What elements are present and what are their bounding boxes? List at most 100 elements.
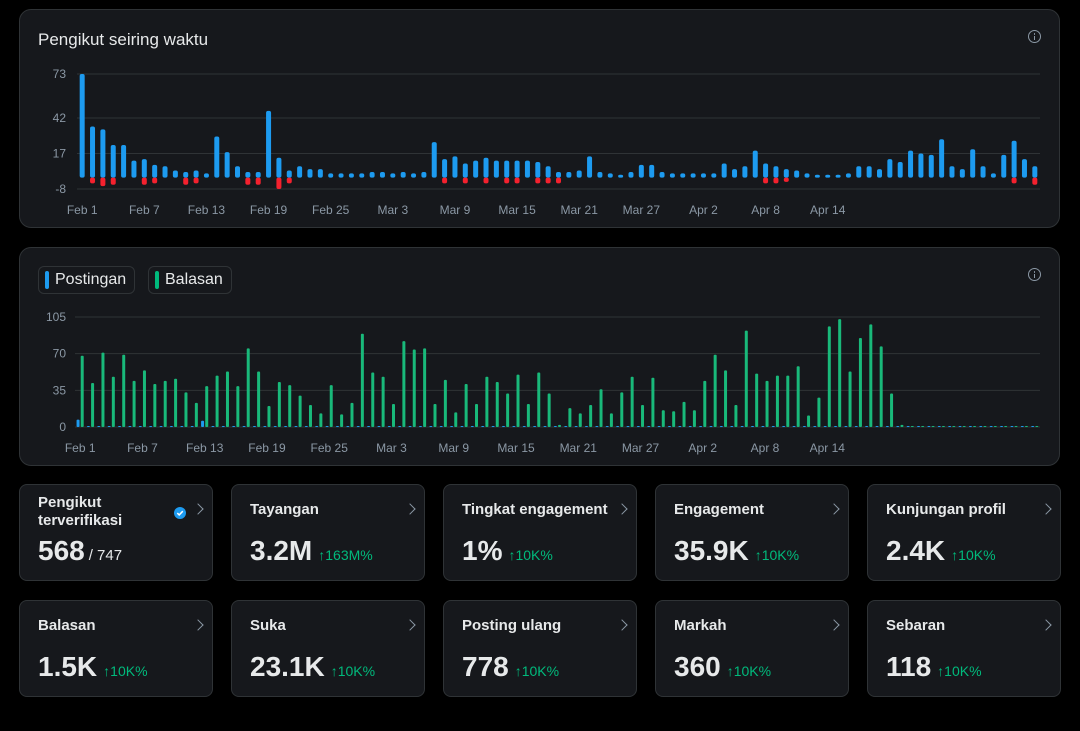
chevron-right-icon xyxy=(828,619,840,631)
bar-gained xyxy=(804,173,810,178)
bar-balasan xyxy=(734,405,738,427)
metric-card-impressions[interactable]: Tayangan 3.2M ↑163M% xyxy=(231,484,425,581)
bar-balasan xyxy=(225,371,229,427)
metric-value-row: 778 ↑10K% xyxy=(462,647,559,691)
bar-gained xyxy=(266,110,272,178)
metric-value-row: 568/ 747 xyxy=(38,531,122,576)
bar-postingan xyxy=(574,425,578,427)
info-icon[interactable] xyxy=(1028,30,1041,43)
bar-postingan xyxy=(1000,425,1004,427)
x-tick-label: Apr 8 xyxy=(751,203,780,217)
bar-gained xyxy=(669,173,675,178)
bar-postingan xyxy=(481,425,485,427)
bar-balasan xyxy=(983,425,987,427)
x-tick-label: Mar 9 xyxy=(440,203,471,217)
metric-card-reposts[interactable]: Posting ulang 778 ↑10K% xyxy=(443,600,637,697)
bar-postingan xyxy=(470,425,474,427)
bar-gained xyxy=(742,166,748,178)
bar-postingan xyxy=(169,425,173,427)
bar-balasan xyxy=(630,376,634,427)
bar-balasan xyxy=(412,349,416,427)
legend-balasan[interactable]: Balasan xyxy=(148,266,232,294)
bar-gained xyxy=(628,171,634,178)
bar-gained xyxy=(245,171,251,178)
bar-lost xyxy=(100,177,106,187)
bar-gained xyxy=(556,171,561,178)
bar-balasan xyxy=(796,366,800,427)
metric-value-row: 360 ↑10K% xyxy=(674,647,771,691)
bar-postingan xyxy=(387,425,391,427)
bar-gained xyxy=(732,169,738,178)
bar-lost xyxy=(504,177,510,184)
bar-gained xyxy=(939,139,945,178)
bar-postingan xyxy=(221,425,225,427)
x-tick-label: Apr 14 xyxy=(810,441,846,455)
bar-postingan xyxy=(325,425,329,427)
bar-gained xyxy=(607,173,613,178)
bar-lost xyxy=(773,177,779,184)
metric-card-engagement[interactable]: Engagement 35.9K ↑10K% xyxy=(655,484,849,581)
metric-value-row: 118 ↑10K% xyxy=(886,647,982,691)
bar-postingan xyxy=(688,425,692,427)
bar-balasan xyxy=(765,380,769,427)
bar-postingan xyxy=(273,425,277,427)
bar-gained xyxy=(297,166,303,178)
bar-balasan xyxy=(516,374,520,427)
bar-gained xyxy=(100,129,106,178)
bar-balasan xyxy=(879,346,883,427)
bar-postingan xyxy=(315,425,319,427)
metric-card-bookmarks[interactable]: Markah 360 ↑10K% xyxy=(655,600,849,697)
metric-card-shares[interactable]: Sebaran 118 ↑10K% xyxy=(867,600,1061,697)
bar-balasan xyxy=(817,397,821,427)
bar-gained xyxy=(835,174,841,178)
bar-gained xyxy=(359,173,365,178)
info-icon[interactable] xyxy=(1028,268,1041,281)
bar-lost xyxy=(286,177,292,184)
bar-gained xyxy=(141,159,147,178)
bar-balasan xyxy=(869,324,873,427)
metric-value-row: 1% ↑10K% xyxy=(462,531,553,575)
bar-gained xyxy=(877,169,882,178)
x-tick-label: Mar 27 xyxy=(623,203,661,217)
metric-card-verified-followers[interactable]: Pengikut terverifikasi 568/ 747 xyxy=(19,484,213,581)
bar-balasan xyxy=(1024,425,1028,427)
bar-postingan xyxy=(927,425,931,427)
bar-balasan xyxy=(775,375,779,427)
bar-postingan xyxy=(418,425,422,427)
bar-lost xyxy=(545,177,551,184)
x-tick-label: Mar 3 xyxy=(377,203,408,217)
metric-card-engagement-rate[interactable]: Tingkat engagement 1% ↑10K% xyxy=(443,484,637,581)
y-tick-label: 105 xyxy=(46,310,66,324)
bar-postingan xyxy=(854,425,858,427)
bar-postingan xyxy=(533,425,537,427)
bar-balasan xyxy=(174,378,178,427)
bar-gained xyxy=(1032,166,1038,178)
bar-postingan xyxy=(1020,425,1024,427)
metric-value: 568 xyxy=(38,535,85,566)
bar-postingan xyxy=(730,425,734,427)
metric-label: Sebaran xyxy=(886,617,946,634)
bar-postingan xyxy=(989,425,993,427)
bar-balasan xyxy=(1035,425,1039,427)
bar-gained xyxy=(970,149,976,178)
metric-card-replies[interactable]: Balasan 1.5K ↑10K% xyxy=(19,600,213,697)
bar-balasan xyxy=(506,393,510,427)
metric-card-likes[interactable]: Suka 23.1K ↑10K% xyxy=(231,600,425,697)
bar-balasan xyxy=(672,411,676,427)
bar-gained xyxy=(524,160,530,178)
bar-balasan xyxy=(641,405,645,427)
legend-label-postingan: Postingan xyxy=(55,271,127,288)
bar-postingan xyxy=(180,425,184,427)
bar-postingan xyxy=(263,425,267,427)
bar-gained xyxy=(752,150,758,178)
bar-postingan xyxy=(211,425,215,427)
bar-balasan xyxy=(402,341,406,427)
bar-gained xyxy=(566,171,572,178)
bar-balasan xyxy=(329,385,333,427)
legend-postingan[interactable]: Postingan xyxy=(38,266,136,294)
bar-balasan xyxy=(599,389,603,427)
metric-card-profile-visits[interactable]: Kunjungan profil 2.4K ↑10K% xyxy=(867,484,1061,581)
bar-balasan xyxy=(589,405,593,427)
bar-balasan xyxy=(848,371,852,427)
